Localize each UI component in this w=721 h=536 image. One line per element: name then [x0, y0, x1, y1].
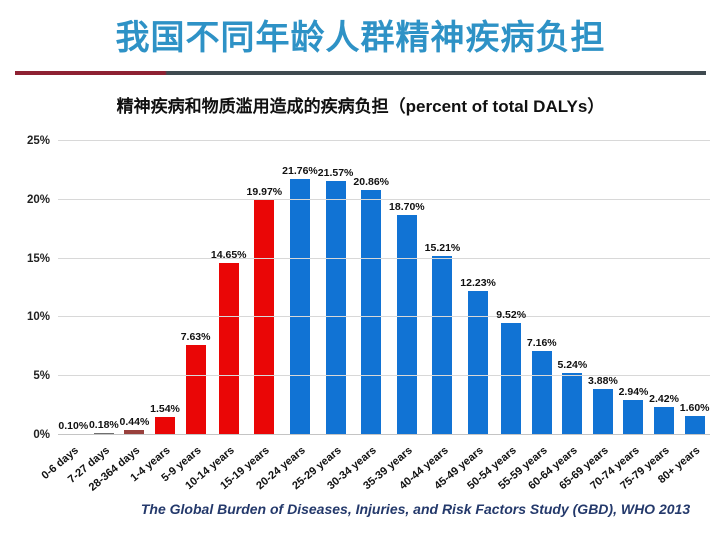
bar-column: 2.94% 70-74 years — [588, 141, 649, 492]
gridline — [58, 140, 710, 141]
bar — [623, 400, 644, 435]
y-axis-tick-label: 15% — [26, 252, 50, 265]
gridline — [58, 198, 710, 200]
bar-value-label: 0.10% — [58, 419, 89, 432]
bar-column: 9.52% 50-54 years — [465, 141, 527, 492]
y-axis-tick-label: 25% — [26, 135, 50, 147]
bar-value-label: 12.23% — [460, 277, 496, 290]
gridline — [58, 316, 710, 318]
gridline — [58, 375, 710, 377]
plot-area: 0.10% 0-6 days 0.18% 7-27 days 0.44% 28-364 d… — [27, 135, 710, 494]
bar-value-label: 14.65% — [210, 248, 247, 261]
bar-column: 7.63% 5-9 years — [159, 141, 211, 484]
bar-value-label: 0.18% — [88, 418, 119, 431]
bar — [684, 416, 705, 435]
bar — [218, 262, 239, 435]
bar-column: 3.88% 65-69 years — [557, 141, 619, 492]
bar-value-label: 19.97% — [246, 186, 283, 199]
bar-column: 2.42% 75-79 years — [618, 141, 680, 493]
bar-value-label: 0.44% — [119, 415, 150, 428]
title-divider — [15, 71, 706, 75]
bar-column: 15.21% 40-44 years — [397, 141, 461, 492]
bar — [432, 256, 453, 435]
bar — [531, 350, 552, 435]
bar-value-label: 21.76% — [282, 165, 318, 178]
bar — [124, 429, 145, 435]
bar-column: 0.18% 7-27 days — [66, 141, 120, 486]
bar-column: 14.65% 10-14 years — [183, 141, 247, 492]
bar-column: 7.16% 55-59 years — [496, 141, 557, 492]
gridline — [58, 434, 710, 435]
bar-column: 21.76% 20-24 years — [254, 141, 318, 492]
bar-column: 12.23% 45-49 years — [432, 141, 496, 492]
bar — [592, 389, 613, 435]
bar-column: 5.24% 60-64 years — [527, 141, 588, 492]
bar-column: 18.70% 35-39 years — [361, 141, 425, 492]
page-title: 我国不同年龄人群精神疾病负担 — [115, 19, 606, 57]
bar-value-label: 18.70% — [389, 201, 425, 214]
bar — [325, 181, 346, 435]
y-axis-tick-label: 5% — [33, 370, 50, 383]
bar — [468, 291, 489, 435]
bar-value-label: 20.86% — [353, 175, 390, 188]
bar-column: 0.44% 28-364 days — [87, 141, 150, 494]
gridline — [58, 257, 710, 259]
bar-column: 1.54% 1-4 years — [129, 141, 181, 484]
bar — [562, 373, 583, 435]
bar-value-label: 9.52% — [496, 309, 527, 322]
bar — [254, 200, 275, 435]
y-axis-tick-label: 20% — [26, 193, 50, 206]
bar-value-label: 5.24% — [557, 359, 588, 372]
bar-value-label: 3.88% — [588, 375, 618, 388]
bar-value-label: 21.57% — [317, 167, 354, 180]
bar — [155, 416, 176, 435]
chart-title: 精神疾病和物质滥用造成的疾病负担（percent of total DALYs） — [116, 97, 605, 116]
bar-value-label: 2.94% — [618, 386, 649, 399]
bar — [654, 406, 675, 435]
y-axis-tick-label: 0% — [33, 429, 50, 441]
bar-value-label: 7.16% — [526, 336, 557, 349]
bar-column: 20.86% 30-34 years — [325, 141, 390, 492]
bar — [93, 432, 114, 435]
bars-container: 0.10% 0-6 days 0.18% 7-27 days 0.44% 28-364 d… — [40, 141, 710, 494]
source-citation: The Global Burden of Diseases, Injuries,… — [140, 501, 691, 517]
bar-column: 19.97% 15-19 years — [219, 141, 283, 492]
bar — [396, 215, 417, 435]
bar — [361, 189, 382, 435]
bar-column: 0.10% 0-6 days — [40, 141, 89, 482]
bar — [185, 345, 206, 435]
bar-column: 1.60% 80+ years — [656, 141, 710, 486]
bar-value-label: 1.60% — [679, 402, 710, 415]
bar-value-label: 1.54% — [150, 402, 180, 415]
bar — [501, 323, 522, 435]
y-axis-tick-label: 10% — [26, 311, 50, 324]
bar-value-label: 15.21% — [424, 242, 461, 255]
bar — [289, 179, 310, 435]
bar-column: 21.57% 25-29 years — [290, 141, 354, 492]
bar-value-label: 2.42% — [649, 392, 679, 405]
bar-value-label: 7.63% — [180, 331, 211, 344]
